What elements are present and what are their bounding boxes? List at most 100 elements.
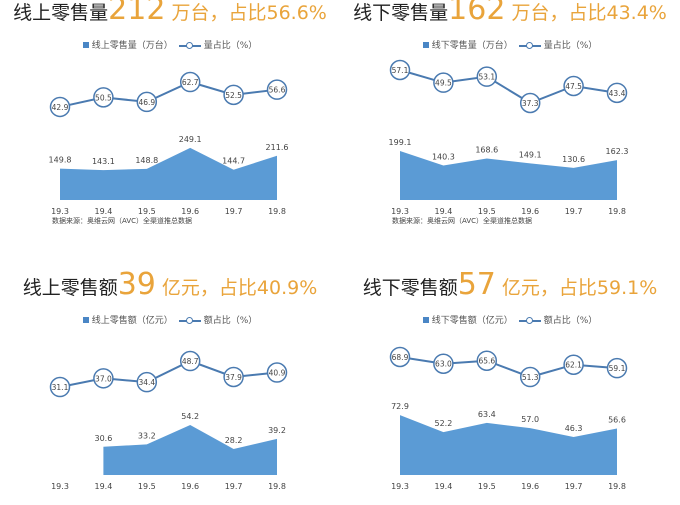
area-data-label: 143.1 (92, 157, 115, 166)
line-data-label: 50.5 (95, 93, 112, 102)
line-point (266, 79, 288, 100)
line-data-label: 62.1 (565, 361, 582, 370)
line-series (59, 80, 278, 108)
line-point (606, 357, 628, 379)
chart-panel-online-sales: 线上零售额39 亿元，占比40.9% 线上零售额（亿元） 额占比（%） 30.6 3… (0, 267, 340, 505)
line-data-label: 53.1 (478, 73, 495, 82)
area-data-label: 30.6 (94, 434, 112, 443)
area-data-label: 56.6 (608, 415, 626, 424)
line-data-label: 51.3 (522, 373, 539, 382)
line-point (136, 371, 158, 393)
line-point (93, 368, 114, 389)
x-tick-label: 19.8 (608, 482, 626, 491)
line-point (476, 350, 498, 371)
x-tick-label: 19.5 (478, 482, 496, 491)
line-point (476, 66, 498, 87)
area-series (400, 415, 617, 475)
line-point (606, 82, 628, 104)
x-tick-label: 19.8 (268, 482, 286, 491)
line-point (179, 71, 201, 93)
legend-line-swatch (518, 41, 541, 50)
line-data-label: 34.4 (138, 378, 155, 387)
line-point (389, 59, 411, 81)
area-series (400, 151, 617, 200)
chart-title: 线上零售额39 亿元，占比40.9% (22, 267, 318, 302)
x-tick-label: 19.4 (94, 207, 112, 216)
x-tick-label: 19.4 (94, 482, 112, 491)
x-tick-label: 19.3 (391, 207, 409, 216)
legend-area-swatch (82, 42, 89, 48)
legend: 线下零售额（亿元） 额占比（%） (340, 313, 680, 326)
area-data-label: 130.6 (562, 155, 585, 164)
area-series (60, 147, 277, 200)
chart-panel-offline-sales: 线下零售额57 亿元，占比59.1% 线下零售额（亿元） 额占比（%） 72.9 5… (340, 267, 680, 505)
line-data-label: 65.6 (478, 357, 495, 366)
line-point (49, 96, 71, 118)
x-tick-label: 19.8 (608, 207, 626, 216)
x-tick-label: 19.7 (225, 207, 243, 216)
x-tick-label: 19.5 (138, 482, 156, 491)
chart-svg: 30.6 33.2 54.2 28.2 39.2 19.3 19.4 19.5 19.6 19.7… (49, 350, 288, 491)
area-data-label: 144.7 (222, 157, 245, 166)
chart-panel-offline-volume: 线下零售量162 万台，占比43.4% 线下零售量（万台） 量占比（%） 数据来源… (340, 0, 680, 230)
x-tick-label: 19.7 (565, 207, 583, 216)
line-point (49, 376, 71, 398)
line-point (433, 353, 454, 374)
line-data-label: 48.7 (182, 357, 199, 366)
x-tick-label: 19.7 (565, 482, 583, 491)
line-data-label: 31.1 (52, 383, 69, 392)
line-data-label: 37.3 (522, 99, 539, 108)
source-note: 数据来源：奥维云网（AVC）全渠道推总数据 (52, 217, 193, 225)
line-data-label: 59.1 (609, 364, 626, 373)
area-data-label: 249.1 (179, 135, 202, 144)
line-data-label: 37.9 (225, 373, 242, 382)
source-note: 数据来源：奥维云网（AVC）全渠道推总数据 (392, 217, 533, 225)
area-data-label: 140.3 (432, 153, 455, 162)
legend-line-swatch (178, 316, 201, 325)
line-point (223, 84, 244, 106)
x-tick-label: 19.6 (181, 482, 199, 491)
line-point (433, 72, 454, 93)
chart-title: 线上零售量212 万台，占比56.6% (13, 0, 327, 27)
x-tick-label: 19.4 (434, 482, 452, 491)
x-tick-label: 19.6 (521, 482, 539, 491)
line-series (59, 359, 278, 389)
area-data-label: 57.0 (521, 415, 539, 424)
area-data-label: 168.6 (475, 146, 498, 155)
line-point (136, 91, 158, 113)
legend: 线上零售量（万台） 量占比（%） (0, 38, 340, 51)
line-data-label: 42.9 (52, 103, 69, 112)
area-data-label: 28.2 (225, 436, 243, 445)
legend-line-swatch (178, 41, 201, 50)
line-data-label: 46.9 (138, 98, 155, 107)
area-data-label: 63.4 (478, 410, 496, 419)
area-series (103, 424, 278, 475)
line-data-label: 37.0 (95, 374, 112, 383)
area-data-label: 149.8 (49, 156, 72, 165)
area-data-label: 162.3 (606, 147, 629, 156)
line-data-label: 63.0 (435, 360, 452, 369)
line-data-label: 52.5 (225, 91, 242, 100)
x-tick-label: 19.3 (51, 207, 69, 216)
x-tick-label: 19.6 (181, 207, 199, 216)
x-tick-label: 19.5 (138, 207, 156, 216)
line-point (93, 87, 114, 108)
x-tick-label: 19.7 (225, 482, 243, 491)
line-series (399, 355, 618, 379)
area-data-label: 211.6 (266, 143, 289, 152)
chart-title: 线下零售额57 亿元，占比59.1% (362, 267, 658, 302)
area-data-label: 72.9 (391, 402, 409, 411)
line-data-label: 47.5 (565, 82, 582, 91)
chart-svg: 149.8 143.1 148.8 249.1 144.7 211.6 19.3 19.4 19… (49, 71, 289, 216)
line-point (389, 346, 411, 368)
x-tick-label: 19.3 (51, 482, 69, 491)
legend: 线下零售量（万台） 量占比（%） (340, 38, 680, 51)
line-data-label: 68.9 (392, 353, 409, 362)
chart-svg: 72.9 52.2 63.4 57.0 46.3 56.6 19.3 19.4 19.5 19.6… (389, 346, 628, 491)
area-data-label: 54.2 (181, 412, 199, 421)
legend-area-swatch (422, 42, 429, 48)
line-data-label: 40.9 (269, 369, 286, 378)
area-data-label: 52.2 (434, 419, 452, 428)
line-point (563, 75, 584, 97)
legend-area-swatch (82, 317, 89, 323)
